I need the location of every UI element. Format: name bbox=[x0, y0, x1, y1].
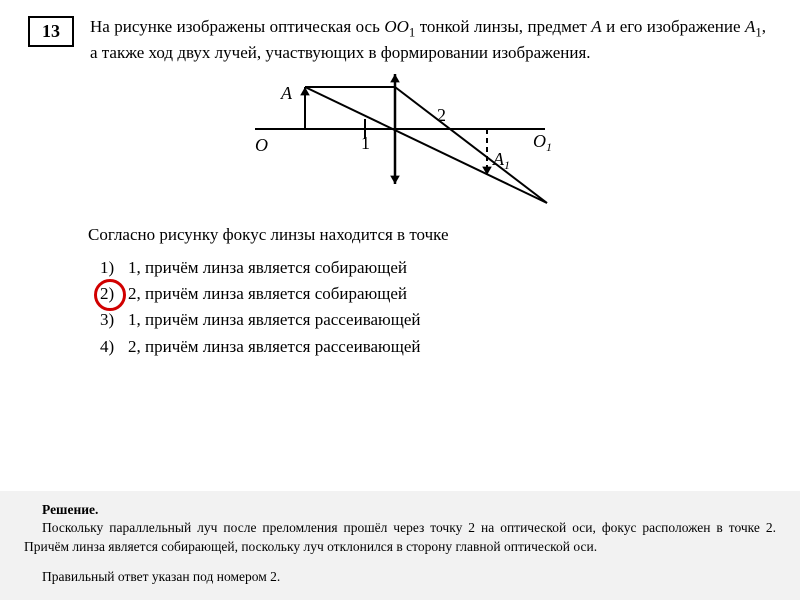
question-text: На рисунке изображены оптическая ось OO1… bbox=[90, 16, 772, 65]
option-number: 2) bbox=[100, 281, 114, 307]
lens-diagram: A12A1OO1 bbox=[235, 69, 565, 214]
option-item: 3) 1, причём линза является рассеивающей bbox=[100, 307, 772, 333]
figure-container: A12A1OO1 bbox=[28, 69, 772, 219]
option-text: 1, причём линза является рассеивающей bbox=[128, 310, 420, 329]
svg-text:O1: O1 bbox=[533, 131, 552, 154]
option-text: 2, причём линза является рассеивающей bbox=[128, 337, 420, 356]
solution-heading: Решение. bbox=[24, 501, 776, 519]
option-number: 3) bbox=[100, 307, 114, 333]
options-list: 1)1, причём линза является собирающей2)2… bbox=[100, 255, 772, 360]
solution-block: Решение. Поскольку параллельный луч посл… bbox=[0, 491, 800, 600]
svg-text:A: A bbox=[280, 83, 293, 103]
svg-text:O: O bbox=[255, 135, 268, 155]
option-text: 1, причём линза является собирающей bbox=[128, 258, 407, 277]
solution-answer: Правильный ответ указан под номером 2. bbox=[24, 568, 776, 586]
svg-text:1: 1 bbox=[361, 133, 370, 153]
answer-area: Согласно рисунку фокус линзы находится в… bbox=[88, 225, 772, 360]
option-text: 2, причём линза является собирающей bbox=[128, 284, 407, 303]
svg-text:A1: A1 bbox=[492, 149, 510, 172]
option-item: 4) 2, причём линза является рассеивающей bbox=[100, 334, 772, 360]
question-number: 13 bbox=[42, 21, 60, 41]
prompt-text: Согласно рисунку фокус линзы находится в… bbox=[88, 225, 772, 245]
option-number: 1) bbox=[100, 255, 114, 281]
option-number: 4) bbox=[100, 334, 114, 360]
solution-body: Поскольку параллельный луч после преломл… bbox=[24, 519, 776, 555]
question-number-box: 13 bbox=[28, 16, 74, 47]
option-item: 2) 2, причём линза является собирающей bbox=[100, 281, 772, 307]
question-row: 13 На рисунке изображены оптическая ось … bbox=[28, 16, 772, 65]
option-item: 1) 1, причём линза является собирающей bbox=[100, 255, 772, 281]
question-block: 13 На рисунке изображены оптическая ось … bbox=[0, 0, 800, 360]
